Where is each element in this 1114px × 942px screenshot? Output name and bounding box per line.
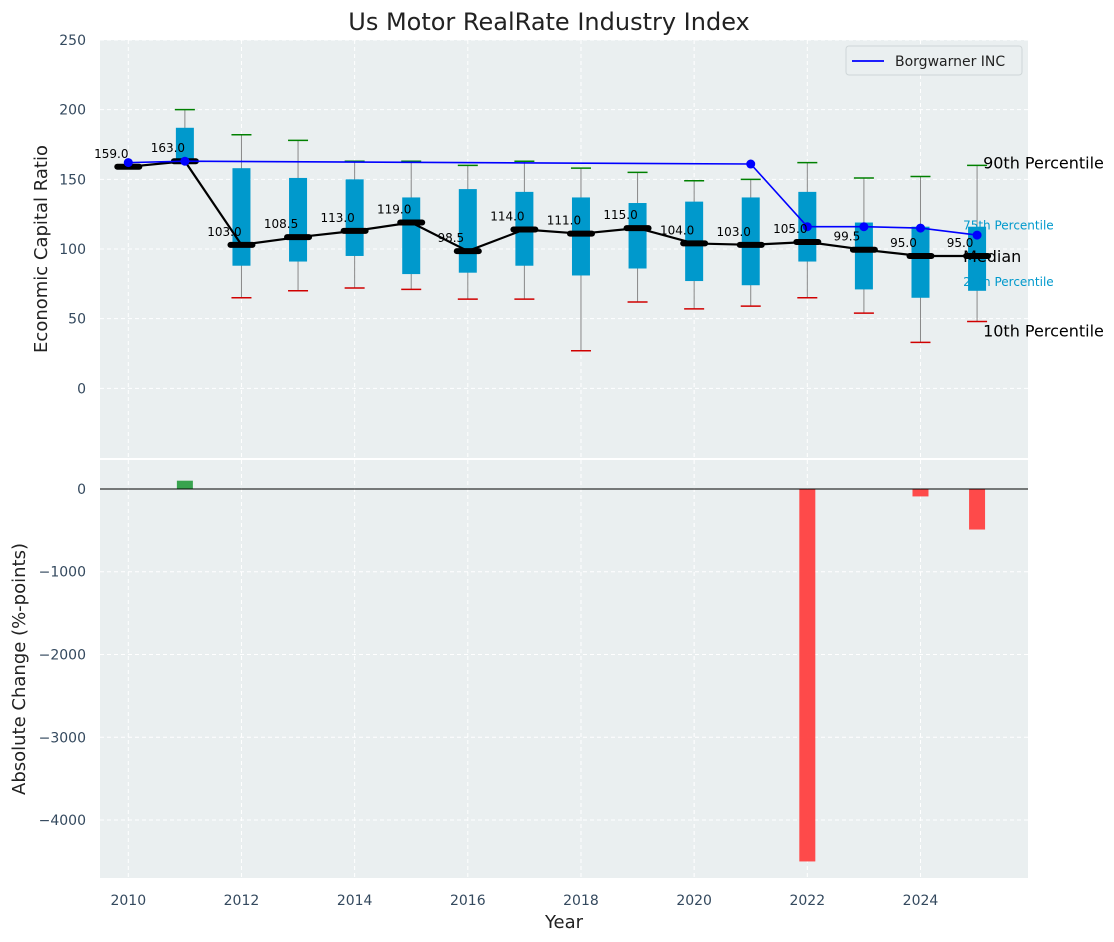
company-point <box>802 222 812 232</box>
median-value-label: 99.5 <box>834 230 861 244</box>
median-value-label: 103.0 <box>207 225 241 239</box>
change-bar-negative <box>799 488 816 862</box>
company-point <box>746 159 756 169</box>
median-value-labels: 159.0 163.0 103.0 108.5 113.0 119.0 98.5 114.0 1… <box>94 141 973 250</box>
top-y-tick-label: 250 <box>59 33 86 49</box>
p10-annotation: 10th Percentile <box>983 321 1104 340</box>
median-line <box>128 160 978 258</box>
top-y-tick-label: 150 <box>59 172 86 188</box>
top-y-axis-label: Economic Capital Ratio <box>31 145 52 353</box>
median-value-label: 111.0 <box>547 214 581 228</box>
median-value-label: 103.0 <box>717 225 751 239</box>
bottom-y-ticks: 0 −1000 −2000 −3000 −4000 <box>39 482 86 829</box>
x-tick-label: 2016 <box>450 893 486 909</box>
bottom-y-axis-label: Absolute Change (%-points) <box>9 543 30 795</box>
change-bar-negative <box>969 488 986 530</box>
company-point <box>915 223 925 233</box>
legend-label: Borgwarner INC <box>895 54 1005 70</box>
x-tick-label: 2024 <box>903 893 939 909</box>
x-tick-label: 2022 <box>789 893 825 909</box>
p90-annotation: 90th Percentile <box>983 153 1104 172</box>
change-bar-negative <box>912 488 929 497</box>
median-value-label: 113.0 <box>320 211 354 225</box>
iqr-box <box>289 177 308 262</box>
x-axis-label: Year <box>544 912 584 933</box>
company-point <box>859 222 869 232</box>
company-point <box>123 158 133 168</box>
median-value-label: 119.0 <box>377 203 411 217</box>
change-bars <box>176 480 986 862</box>
iqr-box <box>854 222 873 290</box>
top-y-tick-label: 50 <box>68 312 86 328</box>
median-value-label: 104.0 <box>660 223 694 237</box>
top-y-ticks: 0 50 100 150 200 250 <box>59 33 86 397</box>
company-point <box>972 230 982 240</box>
iqr-box <box>741 197 760 286</box>
median-value-label: 98.5 <box>437 231 464 245</box>
x-tick-label: 2018 <box>563 893 599 909</box>
x-tick-label: 2020 <box>676 893 712 909</box>
median-value-label: 163.0 <box>151 141 185 155</box>
percentile-annotations: 90th Percentile 75th Percentile Median 25th… <box>963 153 1104 340</box>
company-series <box>123 156 982 240</box>
bottom-plot-background <box>100 460 1028 878</box>
x-tick-label: 2012 <box>224 893 260 909</box>
median-value-label: 115.0 <box>603 208 637 222</box>
median-value-label: 95.0 <box>890 236 917 250</box>
legend-box <box>845 45 1023 76</box>
x-tick-label: 2014 <box>337 893 373 909</box>
bottom-panel: 0−1000−2000−3000−4000 2010 2012 2014 2016 20… <box>9 460 1028 933</box>
bottom-y-tick-label: 0 <box>77 482 86 498</box>
top-y-tick-label: 100 <box>59 242 86 258</box>
top-y-tick-label: 200 <box>59 103 86 119</box>
whisker-caps <box>118 108 988 352</box>
median-value-label: 95.0 <box>947 236 974 250</box>
iqr-box <box>175 127 194 162</box>
x-ticks: 2010 2012 2014 2016 2018 2020 2022 2024 <box>110 893 938 909</box>
bottom-y-tick-label: −2000 <box>39 648 86 664</box>
company-point <box>180 156 190 166</box>
change-bar-positive <box>176 480 193 489</box>
top-y-tick-label: 0 <box>77 381 86 397</box>
bottom-y-tick-label: −1000 <box>39 565 86 581</box>
median-annotation: Median <box>963 247 1021 266</box>
median-value-label: 159.0 <box>94 147 128 161</box>
iqr-box <box>402 197 421 275</box>
top-panel: 0 50 100 150 200 250 159.0 163.0 103.0 108.5 113.… <box>31 8 1104 458</box>
median-series <box>114 158 992 259</box>
p75-annotation: 75th Percentile <box>963 219 1054 233</box>
median-value-label: 114.0 <box>490 209 524 223</box>
bottom-y-tick-label: −4000 <box>39 813 86 829</box>
iqr-box <box>345 179 364 256</box>
iqr-box <box>628 203 647 269</box>
chart-title: Us Motor RealRate Industry Index <box>348 8 750 36</box>
boxes <box>119 127 987 298</box>
p25-annotation: 25th Percentile <box>963 275 1054 289</box>
iqr-box <box>232 168 251 266</box>
bottom-y-tick-label: −3000 <box>39 730 86 746</box>
iqr-box <box>911 226 930 298</box>
median-value-label: 105.0 <box>773 222 807 236</box>
median-value-label: 108.5 <box>264 217 298 231</box>
x-tick-label: 2010 <box>110 893 146 909</box>
legend: Borgwarner INC <box>845 45 1023 76</box>
